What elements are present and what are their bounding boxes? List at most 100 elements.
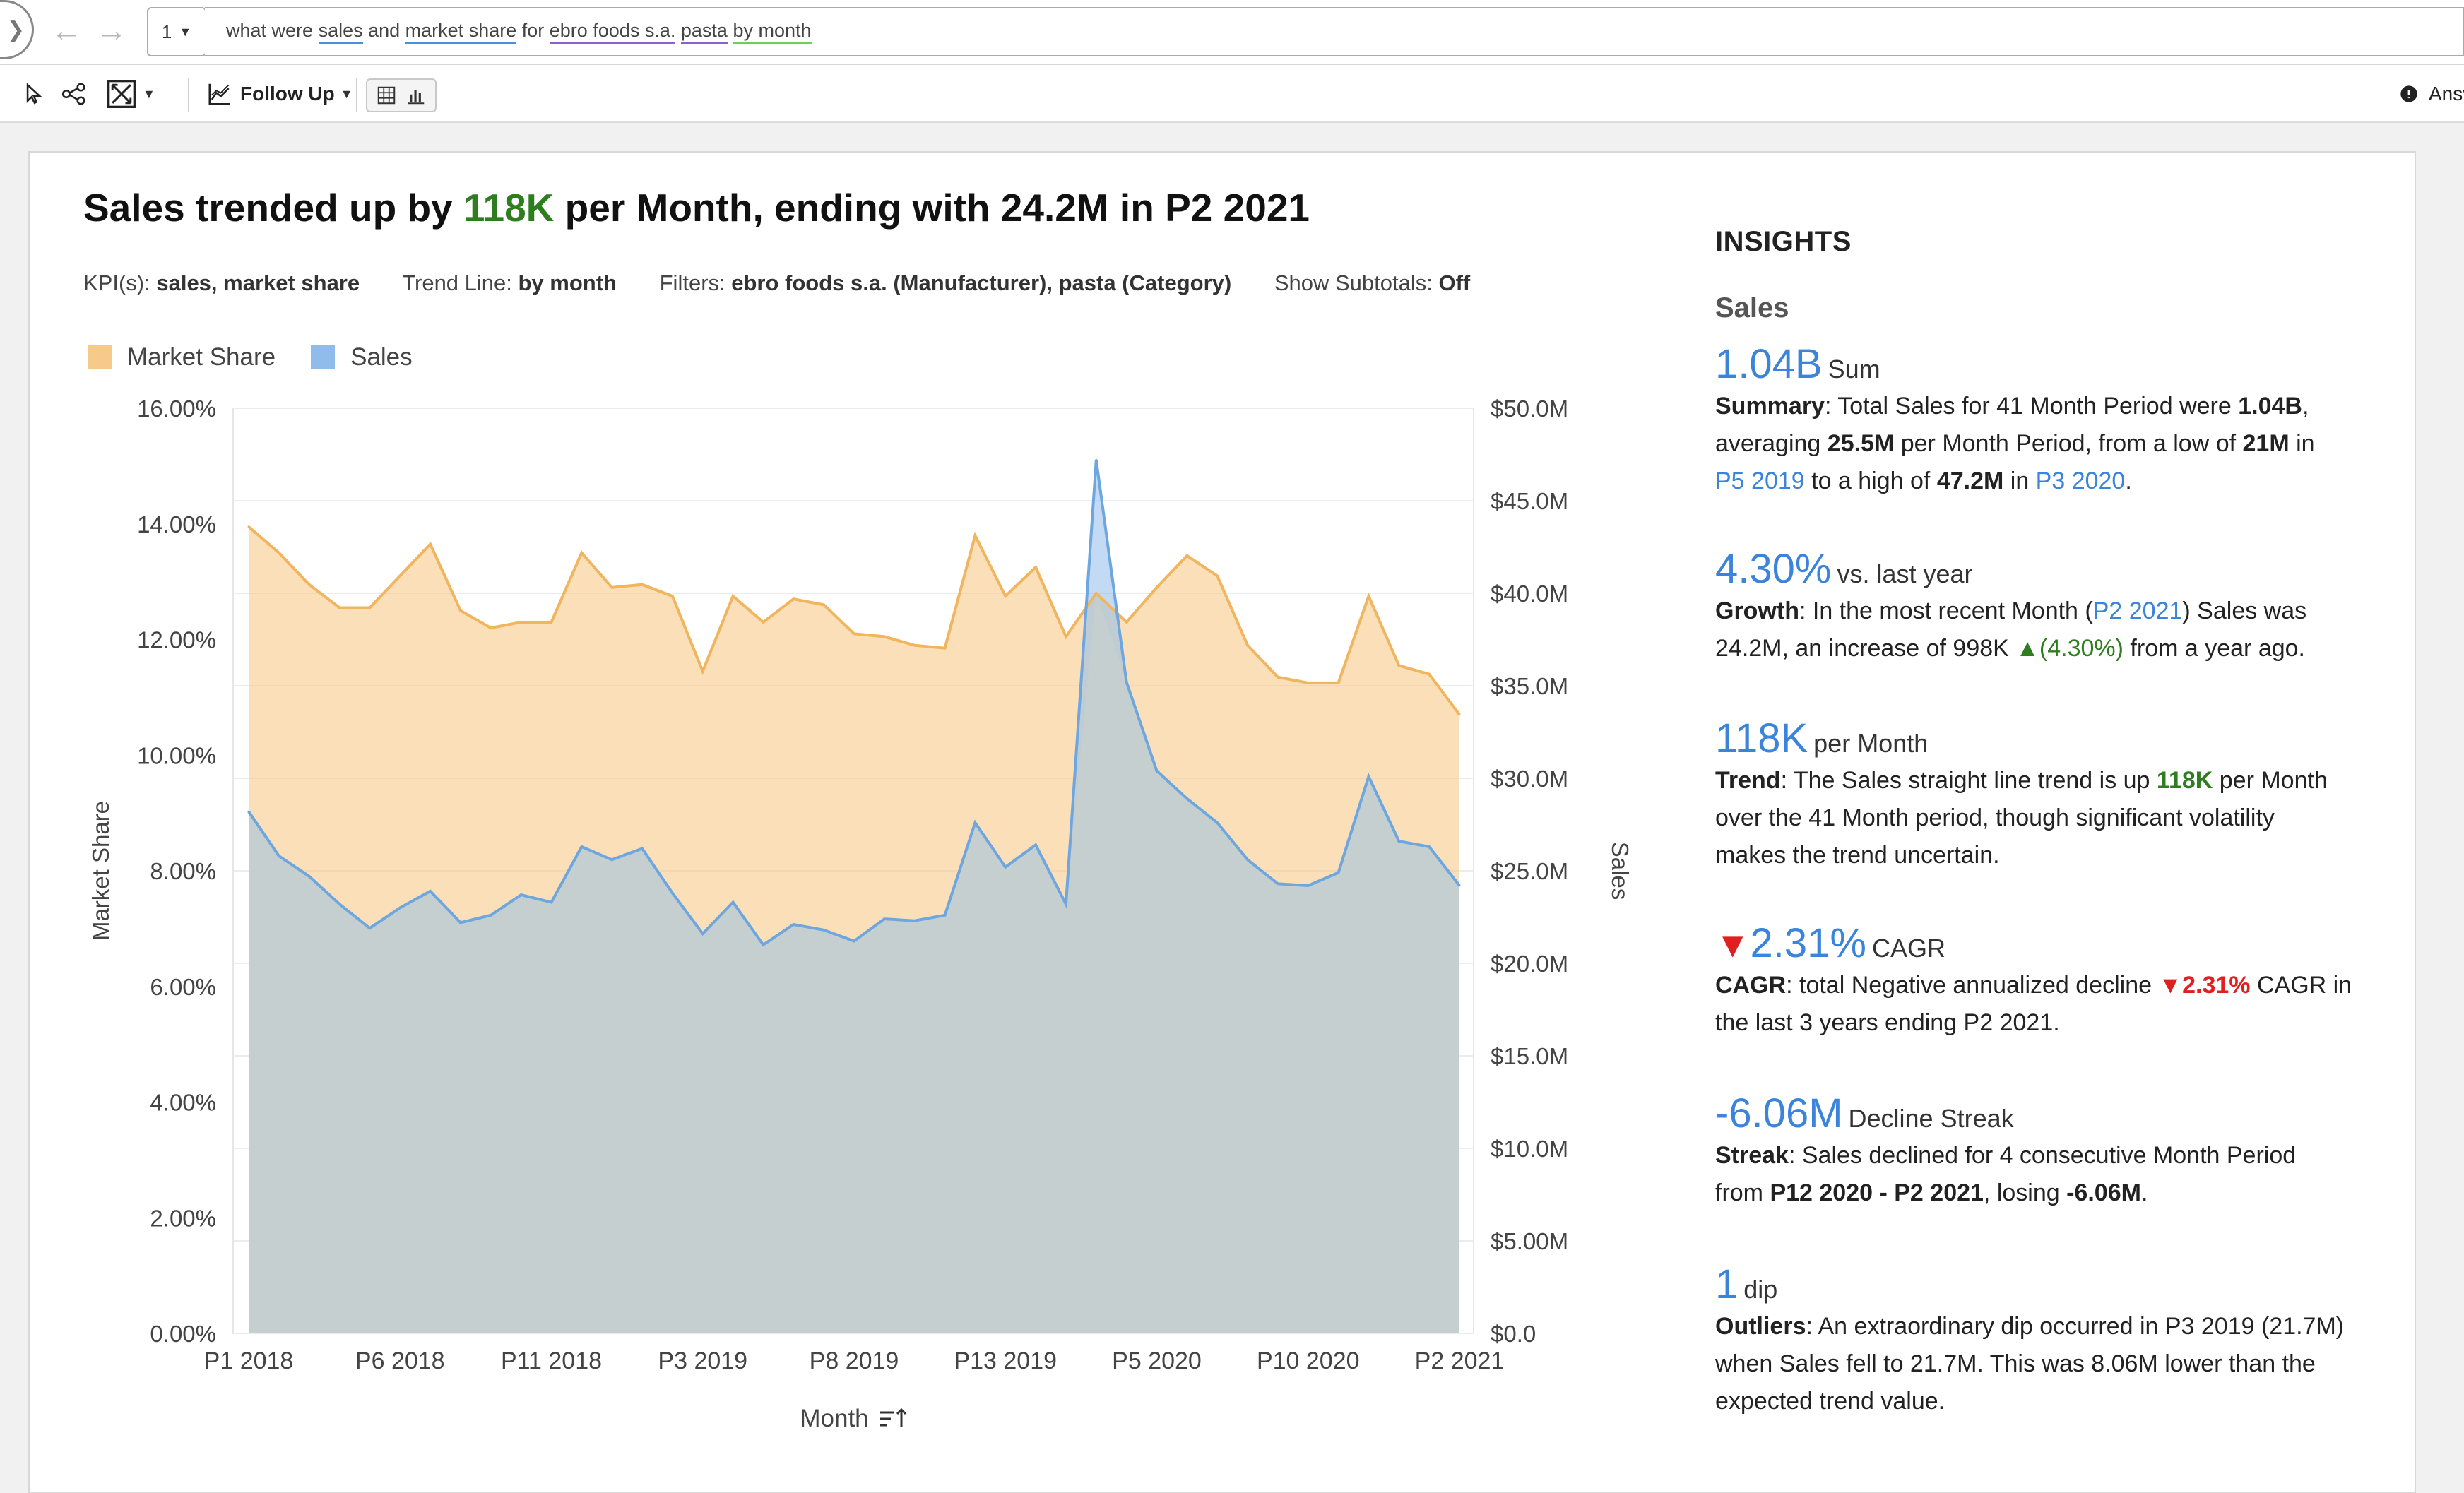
market-share-point bbox=[1156, 586, 1158, 589]
table-view-button[interactable] bbox=[372, 85, 401, 106]
insight-body: Outliers: An extraordinary dip occurred … bbox=[1715, 1308, 2422, 1420]
insight-text: makes the trend uncertain. bbox=[1715, 842, 2000, 869]
market-share-point bbox=[1458, 713, 1461, 716]
period-link[interactable]: P5 2019 bbox=[1715, 468, 1805, 494]
insight-text: -6.06M bbox=[2066, 1179, 2141, 1206]
chart-metadata: KPI(s): sales, market share Trend Line: … bbox=[83, 270, 1507, 296]
insight-body: Trend: The Sales straight line trend is … bbox=[1715, 762, 2422, 874]
subtotals-value: Off bbox=[1438, 270, 1471, 295]
insight-body: CAGR: total Negative annualized decline … bbox=[1715, 967, 2422, 1042]
period-link[interactable]: P3 2020 bbox=[2035, 468, 2126, 494]
market-share-point bbox=[490, 626, 492, 629]
legend-item-market-share[interactable]: Market Share bbox=[88, 343, 276, 371]
subtotals-info: Show Subtotals: Off bbox=[1274, 270, 1470, 295]
answer-button[interactable]: Ansv bbox=[2399, 76, 2464, 112]
follow-up-button[interactable]: Follow Up ▼ bbox=[206, 76, 353, 112]
insight-text: the last 3 years ending P2 2021. bbox=[1715, 1009, 2060, 1036]
insight-label: Streak bbox=[1715, 1142, 1789, 1169]
market-share-point bbox=[459, 609, 462, 612]
market-share-point bbox=[247, 525, 250, 528]
query-tab-number: 1 bbox=[161, 20, 172, 42]
legend-label: Market Share bbox=[127, 343, 276, 371]
query-input[interactable]: what were sales and market share for ebr… bbox=[205, 7, 2464, 56]
query-token: for bbox=[516, 20, 550, 41]
fit-screen-icon bbox=[107, 80, 136, 108]
area-chart-icon bbox=[208, 83, 230, 105]
chart-view-button[interactable] bbox=[401, 85, 431, 106]
insight-unit: vs. last year bbox=[1837, 559, 1973, 588]
headline: Sales trended up by 118K per Month, endi… bbox=[83, 185, 1310, 230]
insight-unit: CAGR bbox=[1871, 934, 1945, 963]
sales-point bbox=[338, 903, 341, 905]
insight-text: . bbox=[2125, 468, 2132, 494]
headline-value: 118K bbox=[463, 186, 555, 230]
insight-unit: Decline Streak bbox=[1848, 1104, 2014, 1133]
insight-text: ) Sales was bbox=[2182, 597, 2307, 624]
chevron-down-icon: ▼ bbox=[179, 24, 192, 39]
sales-point bbox=[913, 920, 916, 922]
market-share-point bbox=[792, 597, 795, 600]
sales-point bbox=[1458, 884, 1461, 887]
insight-text: (4.30%) bbox=[2039, 635, 2124, 662]
table-icon bbox=[377, 86, 396, 105]
legend-item-sales[interactable]: Sales bbox=[311, 343, 413, 371]
query-token: by month bbox=[733, 20, 812, 44]
query-token: market share bbox=[405, 20, 517, 44]
insight-label: Outliers bbox=[1715, 1313, 1806, 1340]
sales-point bbox=[732, 901, 735, 904]
down-triangle-icon: ▼ bbox=[1715, 925, 1751, 965]
market-share-point bbox=[822, 603, 825, 606]
sales-point bbox=[1246, 858, 1249, 861]
market-share-point bbox=[398, 574, 401, 577]
market-share-point bbox=[1185, 554, 1188, 557]
insight-streak: -6.06M Decline Streak Streak: Sales decli… bbox=[1715, 1090, 2422, 1212]
market-share-point bbox=[1367, 595, 1370, 597]
market-share-point bbox=[1065, 635, 1067, 638]
select-tool-button[interactable] bbox=[23, 76, 47, 112]
insight-dip: 1 dip Outliers: An extraordinary dip occu… bbox=[1715, 1261, 2422, 1420]
market-share-point bbox=[1125, 621, 1128, 624]
query-token: ebro foods s.a. bbox=[549, 20, 676, 44]
insight-text: . bbox=[2140, 1179, 2148, 1206]
sales-point bbox=[247, 810, 250, 813]
sales-point bbox=[822, 929, 825, 932]
forward-button[interactable]: → bbox=[92, 10, 131, 52]
sales-point bbox=[429, 890, 432, 893]
back-button[interactable]: ← bbox=[47, 10, 86, 52]
insight-unit: dip bbox=[1743, 1275, 1778, 1304]
sales-point bbox=[671, 891, 674, 894]
legend-label: Sales bbox=[350, 343, 413, 371]
period-link[interactable]: P2 2021 bbox=[2092, 597, 2183, 624]
x-tick-label: P10 2020 bbox=[1257, 1348, 1360, 1374]
y-tick-label-right: $35.0M bbox=[1491, 673, 1568, 699]
chart-type-menu[interactable]: ▼ bbox=[106, 76, 155, 112]
query-tab-selector[interactable]: 1 ▼ bbox=[147, 7, 206, 56]
insight-text: when Sales fell to 21.7M. This was 8.06M… bbox=[1715, 1350, 2316, 1377]
share-button[interactable] bbox=[61, 76, 88, 112]
sales-point bbox=[398, 906, 401, 909]
sales-point bbox=[1065, 903, 1067, 905]
sales-point bbox=[580, 845, 583, 848]
insight-text: : The Sales straight line trend is up bbox=[1780, 767, 2157, 794]
toolbar-divider bbox=[356, 78, 357, 112]
sort-icon[interactable] bbox=[880, 1408, 907, 1427]
y-tick-label-right: $15.0M bbox=[1491, 1043, 1568, 1069]
insight-text: , losing bbox=[1983, 1179, 2067, 1206]
insight-body: Summary: Total Sales for 41 Month Period… bbox=[1715, 388, 2422, 500]
insight-text: per Month bbox=[2213, 767, 2328, 794]
insight-label: Growth bbox=[1715, 597, 1799, 624]
market-share-point bbox=[732, 595, 735, 597]
market-share-point bbox=[1216, 574, 1219, 577]
market-share-point bbox=[853, 632, 855, 635]
market-share-point bbox=[1246, 644, 1249, 647]
sales-point bbox=[762, 944, 764, 946]
sales-point bbox=[550, 901, 552, 904]
x-axis-title: Month bbox=[800, 1405, 868, 1432]
kpi-info: KPI(s): sales, market share bbox=[83, 270, 360, 295]
sales-point bbox=[883, 917, 886, 920]
market-share-point bbox=[520, 621, 523, 624]
market-share-point bbox=[550, 621, 552, 624]
insight-text: in bbox=[2289, 430, 2315, 457]
insight-big-value: 2.31% bbox=[1750, 920, 1866, 966]
